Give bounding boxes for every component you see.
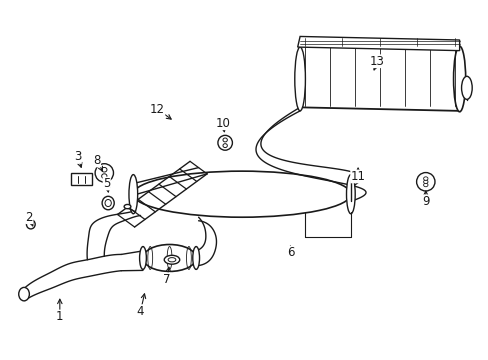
Text: 4: 4 [137, 305, 144, 318]
Ellipse shape [142, 244, 196, 271]
Ellipse shape [453, 46, 465, 112]
Ellipse shape [164, 255, 180, 264]
Text: 10: 10 [215, 117, 230, 130]
Ellipse shape [218, 135, 232, 150]
Polygon shape [297, 36, 459, 51]
Ellipse shape [416, 172, 434, 191]
Ellipse shape [95, 164, 113, 182]
Ellipse shape [423, 177, 427, 180]
Ellipse shape [102, 174, 107, 179]
Text: 5: 5 [103, 177, 110, 190]
Ellipse shape [26, 220, 35, 229]
Text: 2: 2 [25, 211, 33, 224]
Ellipse shape [461, 76, 471, 99]
Ellipse shape [168, 258, 176, 262]
Ellipse shape [346, 175, 354, 214]
Ellipse shape [423, 183, 427, 187]
Text: 8: 8 [93, 154, 101, 167]
Ellipse shape [423, 180, 427, 184]
Ellipse shape [133, 171, 350, 217]
Text: 9: 9 [421, 195, 428, 208]
Ellipse shape [102, 167, 107, 172]
Ellipse shape [223, 138, 227, 142]
FancyBboxPatch shape [71, 172, 92, 185]
Ellipse shape [192, 247, 199, 269]
Text: 12: 12 [150, 103, 164, 116]
Ellipse shape [102, 196, 114, 210]
Text: 1: 1 [56, 310, 63, 323]
Text: 6: 6 [286, 246, 294, 259]
Ellipse shape [294, 47, 305, 111]
Text: 7: 7 [163, 273, 170, 286]
Text: 13: 13 [369, 55, 384, 68]
Text: 3: 3 [74, 150, 81, 163]
Ellipse shape [129, 175, 138, 214]
Ellipse shape [105, 199, 111, 207]
Ellipse shape [124, 204, 131, 209]
Ellipse shape [223, 144, 227, 148]
Ellipse shape [139, 247, 146, 269]
Text: 11: 11 [350, 170, 365, 183]
Ellipse shape [19, 287, 29, 301]
